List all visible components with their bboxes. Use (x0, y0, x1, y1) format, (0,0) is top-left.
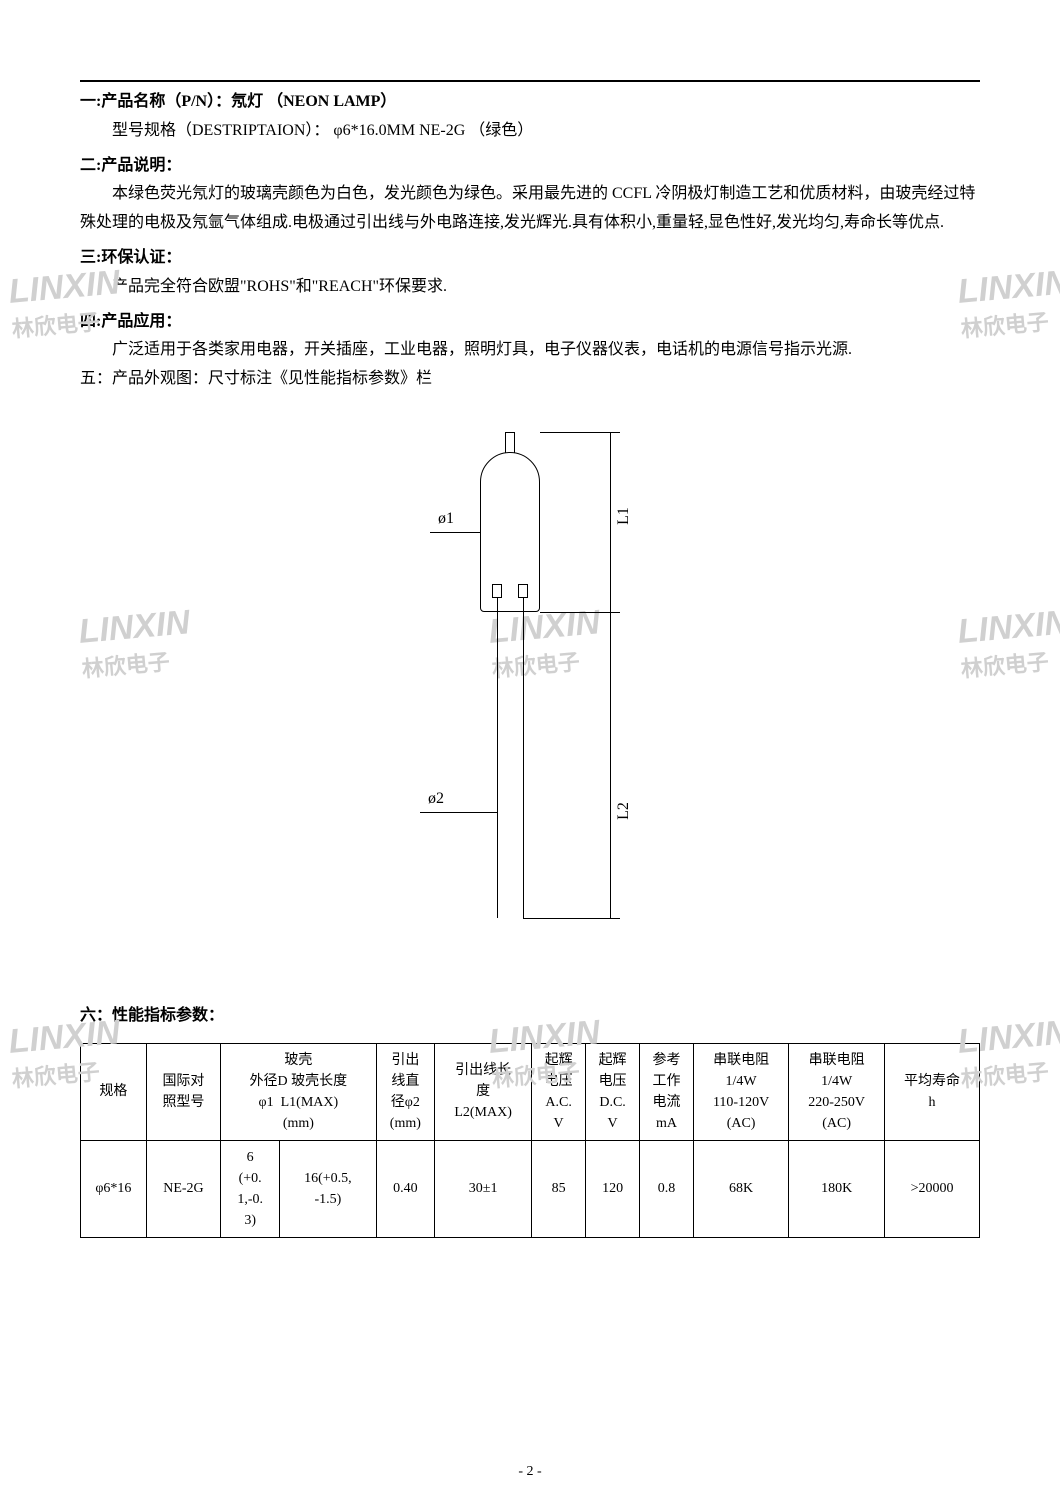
th-lead-dia: 引出线直径φ2(mm) (376, 1043, 434, 1140)
l1-label: L1 (615, 507, 633, 525)
section-2-title: 二:产品说明： (80, 152, 980, 181)
td-ac: 85 (532, 1140, 586, 1237)
l1-ext-bot (540, 612, 620, 613)
electrode-right (518, 584, 528, 598)
phi2-label: ø2 (428, 790, 444, 808)
diagram-container: ø1 ø2 L1 L2 (80, 412, 980, 942)
th-dc: 起辉电压D.C.V (586, 1043, 640, 1140)
td-intl: NE-2G (146, 1140, 220, 1237)
th-lead-len: 引出线长度L2(MAX) (435, 1043, 532, 1140)
lead-left (497, 598, 498, 918)
section-3-title: 三:环保认证： (80, 244, 980, 273)
bulb-body (480, 452, 540, 612)
l2-vert (610, 612, 611, 918)
section-3-body: 产品完全符合欧盟"ROHS"和"REACH"环保要求. (80, 273, 980, 302)
bulb-tip (505, 432, 515, 454)
l1-ext-top (540, 432, 620, 433)
phi1-line (430, 532, 480, 533)
section-5-title: 五：产品外观图：尺寸标注《见性能指标参数》栏 (80, 365, 980, 394)
td-dc: 120 (586, 1140, 640, 1237)
l2-label: L2 (615, 802, 633, 820)
th-ac: 起辉电压A.C.V (532, 1043, 586, 1140)
model-line: 型号规格（DESTRIPTAION）： φ6*16.0MM NE-2G （绿色） (112, 117, 980, 146)
table-header-row: 规格 国际对照型号 玻壳外径D 玻壳长度φ1 L1(MAX)(mm) 引出线直径… (81, 1043, 980, 1140)
td-current: 0.8 (640, 1140, 694, 1237)
electrode-left (492, 584, 502, 598)
td-r1: 68K (694, 1140, 789, 1237)
td-dia: 6(+0.1,-0.3) (221, 1140, 280, 1237)
td-lead-len: 30±1 (435, 1140, 532, 1237)
l2-ext-bot (523, 918, 620, 919)
table-row: φ6*16 NE-2G 6(+0.1,-0.3) 16(+0.5,-1.5) 0… (81, 1140, 980, 1237)
th-r2: 串联电阻1/4W220-250V(AC) (789, 1043, 885, 1140)
th-life: 平均寿命h (885, 1043, 980, 1140)
td-len: 16(+0.5,-1.5) (280, 1140, 376, 1237)
th-intl: 国际对照型号 (146, 1043, 220, 1140)
th-spec: 规格 (81, 1043, 147, 1140)
lamp-diagram: ø1 ø2 L1 L2 (390, 412, 670, 942)
spec-table: 规格 国际对照型号 玻壳外径D 玻壳长度φ1 L1(MAX)(mm) 引出线直径… (80, 1043, 980, 1238)
l1-vert (610, 432, 611, 612)
lead-right (523, 598, 524, 918)
th-current: 参考工作电流mA (640, 1043, 694, 1140)
phi2-line (420, 812, 497, 813)
section-4-body: 广泛适用于各类家用电器，开关插座，工业电器，照明灯具，电子仪器仪表，电话机的电源… (80, 336, 980, 365)
th-shell: 玻壳外径D 玻壳长度φ1 L1(MAX)(mm) (221, 1043, 376, 1140)
td-life: >20000 (885, 1140, 980, 1237)
td-r2: 180K (789, 1140, 885, 1237)
td-lead-dia: 0.40 (376, 1140, 434, 1237)
top-rule (80, 80, 980, 82)
phi1-label: ø1 (438, 510, 454, 528)
section-2-body: 本绿色荧光氖灯的玻璃壳颜色为白色，发光颜色为绿色。采用最先进的 CCFL 冷阴极… (80, 180, 980, 238)
th-r1: 串联电阻1/4W110-120V(AC) (694, 1043, 789, 1140)
section-4-title: 四:产品应用： (80, 308, 980, 337)
section-1-title: 一:产品名称（P/N）：氖灯 （NEON LAMP） (80, 88, 980, 117)
td-spec: φ6*16 (81, 1140, 147, 1237)
page-number: - 2 - (0, 1464, 1060, 1480)
section-6-title: 六：性能指标参数： (80, 1002, 980, 1031)
